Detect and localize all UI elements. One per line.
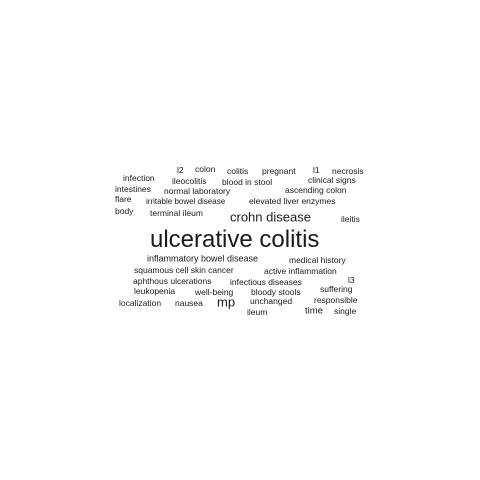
word-infection: infection	[123, 172, 155, 183]
word-necrosis: necrosis	[332, 165, 364, 176]
word-body: body	[115, 205, 134, 216]
word-mp: mp	[217, 294, 236, 310]
word-pregnant: pregnant	[262, 165, 296, 176]
word-ileitis: ileitis	[341, 213, 360, 224]
word-normal-laboratory: normal laboratory	[164, 185, 231, 196]
word-inflammatory-bowel-disease: inflammatory bowel disease	[147, 253, 259, 264]
word-clinical-signs: clinical signs	[308, 174, 356, 185]
word-nausea: nausea	[175, 297, 203, 308]
word-irritable-bowel-disease: irritable bowel disease	[146, 197, 226, 206]
word-ascending-colon: ascending colon	[285, 184, 347, 195]
word-active-inflammation: active inflammation	[264, 265, 337, 276]
word-ileocolitis: ileocolitis	[172, 175, 207, 186]
word-suffering: suffering	[320, 283, 353, 294]
word-bloody-stools: bloody stools	[251, 286, 301, 297]
word-crohn-disease: crohn disease	[230, 209, 311, 225]
word-leukopenia: leukopenia	[134, 285, 176, 296]
word-l2: l2	[177, 164, 184, 175]
word-infectious-diseases: infectious diseases	[230, 276, 302, 287]
word-elevated-liver-enzymes: elevated liver enzymes	[249, 195, 336, 206]
word-unchanged: unchanged	[250, 295, 293, 306]
word-squamous-cell-skin-cancer: squamous cell skin cancer	[134, 264, 234, 275]
word-well-being: well-being	[195, 286, 234, 297]
word-medical-history: medical history	[289, 254, 346, 265]
word-aphthous-ulcerations: aphthous ulcerations	[133, 275, 212, 286]
word-localization: localization	[119, 297, 162, 308]
word-responsible: responsible	[314, 294, 358, 305]
word-single: single	[334, 305, 357, 316]
word-l1: l1	[313, 164, 320, 175]
word-flare: flare	[115, 193, 132, 204]
word-ulcerative-colitis: ulcerative colitis	[150, 226, 320, 253]
word-colitis: colitis	[227, 165, 249, 176]
word-ileum: ileum	[247, 306, 268, 317]
word-terminal-ileum: terminal ileum	[150, 207, 203, 218]
word-intestines: intestines	[115, 183, 151, 194]
word-l3: l3	[348, 274, 355, 285]
word-blood-in-stool: blood in stool	[222, 176, 273, 187]
word-time: time	[305, 305, 323, 317]
word-colon: colon	[195, 163, 216, 174]
